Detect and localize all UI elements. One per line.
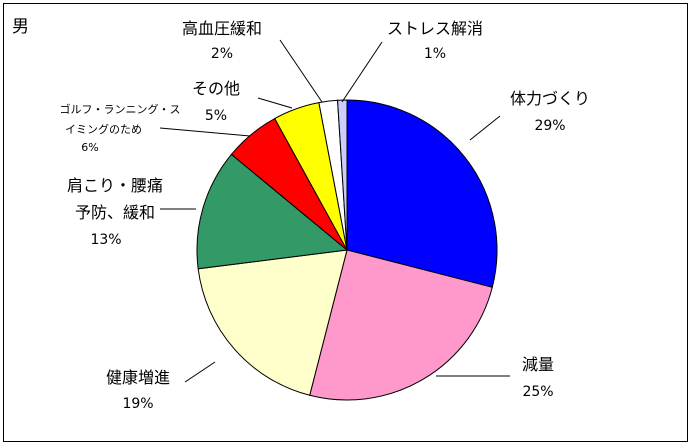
leader-lines	[159, 39, 510, 383]
slice-label-7: 高血圧緩和	[182, 19, 262, 38]
pie-slice-1	[346, 99, 498, 288]
slice-label-1: 体力づくり	[510, 89, 590, 108]
slice-label-2: 減量	[522, 355, 554, 374]
slice-label-6: その他	[192, 79, 240, 98]
leader-line-1	[469, 115, 501, 141]
leader-line-3	[184, 361, 216, 383]
pie-slice-2	[309, 249, 493, 401]
slice-percent-8: 1%	[424, 46, 446, 62]
slice-label-3: 健康増進	[106, 368, 170, 387]
slice-label-4-line-1: 肩こり・腰痛	[67, 176, 163, 195]
pie-slice-3	[197, 249, 348, 396]
pie-slices	[196, 99, 498, 401]
slice-percent-4: 13%	[90, 232, 121, 248]
slice-percent-6: 5%	[205, 108, 227, 124]
leader-line-6	[257, 97, 293, 109]
leader-line-5	[159, 127, 251, 137]
slice-label-4-line-2: 予防、緩和	[75, 203, 155, 222]
leader-line-7	[279, 39, 323, 103]
slice-percent-5: 6%	[81, 141, 98, 154]
slice-label-5-line-1: ゴルフ・ランニング・ス	[60, 102, 181, 116]
slice-percent-1: 29%	[534, 118, 565, 134]
leader-line-8	[341, 41, 383, 103]
slice-percent-2: 25%	[522, 384, 553, 400]
slice-label-8: ストレス解消	[387, 19, 483, 38]
pie-slice-4	[196, 153, 349, 270]
slice-label-5-line-2: イミングのため	[65, 122, 142, 136]
slice-percent-3: 19%	[122, 396, 153, 412]
chart-title: 男	[12, 17, 29, 37]
slice-percent-7: 2%	[211, 46, 233, 62]
pie-slice-8	[337, 99, 348, 251]
